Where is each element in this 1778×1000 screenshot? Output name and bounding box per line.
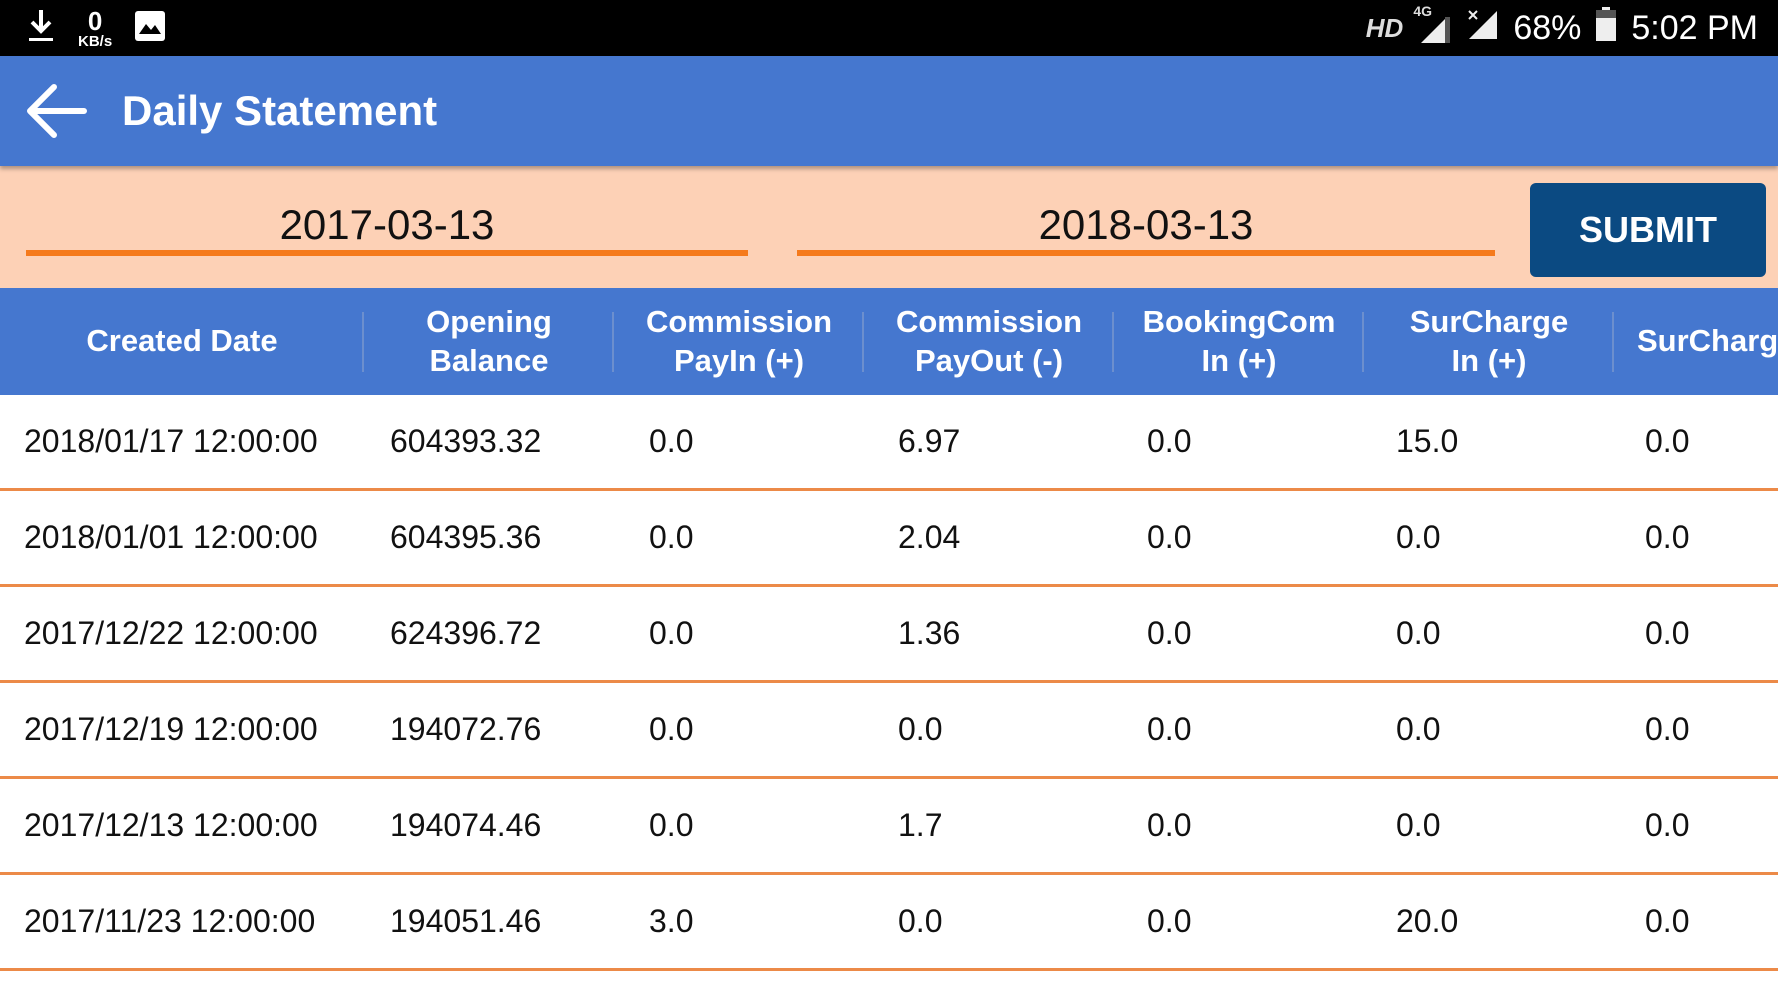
network-type-label: 4G [1413, 3, 1432, 19]
cell-surcharge-out: 0.0 [1645, 423, 1690, 459]
cell-created-date: 2017/12/13 12:00:00 [24, 807, 318, 843]
cell-bookingcom-in: 0.0 [1147, 423, 1192, 459]
header-surcharge-in: SurCharge In (+) [1364, 288, 1614, 395]
arrow-left-icon [24, 84, 88, 145]
cell-commission-payout: 0.0 [898, 711, 943, 747]
signal-no-sim-icon [1465, 7, 1499, 50]
cell-commission-payout: 0.0 [898, 903, 943, 939]
cell-commission-payin: 0.0 [649, 711, 694, 747]
cell-created-date: 2017/12/19 12:00:00 [24, 711, 318, 747]
header-opening-balance: Opening Balance [364, 288, 614, 395]
hd-label: HD [1365, 12, 1404, 43]
cell-commission-payout: 2.04 [898, 519, 961, 555]
cell-surcharge-in: 15.0 [1396, 423, 1459, 459]
network-speed: 0 KB/s [78, 8, 112, 49]
cell-opening-balance: 604393.32 [390, 423, 542, 459]
status-bar: 0 KB/s HD 4G 68% 5:02 PM [0, 0, 1778, 56]
clock-time: 5:02 PM [1631, 8, 1758, 47]
header-commission-payout: Commission PayOut (-) [864, 288, 1114, 395]
signal-4g-icon: 4G [1413, 3, 1451, 45]
cell-commission-payout: 6.97 [898, 423, 961, 459]
cell-commission-payin: 0.0 [649, 519, 694, 555]
header-commission-payin: Commission PayIn (+) [614, 288, 864, 395]
cell-opening-balance: 194074.46 [390, 807, 542, 843]
submit-button[interactable]: SUBMIT [1530, 183, 1766, 277]
table-row[interactable]: 2017/12/19 12:00:00 194072.76 0.0 0.0 0.… [0, 683, 1778, 779]
cell-commission-payin: 0.0 [649, 423, 694, 459]
table-row[interactable]: 2017/11/23 12:00:00 194051.46 3.0 0.0 0.… [0, 875, 1778, 971]
cell-commission-payout: 1.36 [898, 615, 961, 651]
download-icon [26, 8, 56, 49]
cell-surcharge-in: 0.0 [1396, 711, 1441, 747]
cell-bookingcom-in: 0.0 [1147, 615, 1192, 651]
cell-bookingcom-in: 0.0 [1147, 519, 1192, 555]
header-surcharge-out: SurCharge (-) [1636, 323, 1778, 359]
status-bar-right: HD 4G 68% 5:02 PM [1366, 0, 1758, 56]
battery-icon [1595, 6, 1617, 51]
table-header: Created Date Opening Balance Commission … [0, 288, 1778, 395]
table-row[interactable]: 2018/01/01 12:00:00 604395.36 0.0 2.04 0… [0, 491, 1778, 587]
cell-created-date: 2017/12/22 12:00:00 [24, 615, 318, 651]
cell-surcharge-out: 0.0 [1645, 711, 1690, 747]
cell-surcharge-out: 0.0 [1645, 519, 1690, 555]
cell-surcharge-in: 0.0 [1396, 807, 1441, 843]
cell-opening-balance: 194072.76 [390, 711, 542, 747]
back-button[interactable] [24, 81, 88, 141]
to-date-field[interactable]: 2018-03-13 [797, 194, 1495, 256]
table-row[interactable]: 2017/12/13 12:00:00 194074.46 0.0 1.7 0.… [0, 779, 1778, 875]
cell-surcharge-in: 0.0 [1396, 615, 1441, 651]
cell-opening-balance: 624396.72 [390, 615, 542, 651]
cell-surcharge-out: 0.0 [1645, 807, 1690, 843]
cell-created-date: 2017/11/23 12:00:00 [24, 903, 316, 939]
date-filter-bar: 2017-03-13 2018-03-13 SUBMIT [0, 166, 1778, 288]
image-icon [134, 10, 166, 47]
cell-commission-payin: 0.0 [649, 615, 694, 651]
cell-surcharge-out: 0.0 [1645, 903, 1690, 939]
status-bar-left: 0 KB/s [26, 0, 166, 56]
network-speed-value: 0 [87, 5, 103, 36]
network-speed-unit: KB/s [78, 32, 113, 50]
page-title: Daily Statement [122, 87, 438, 134]
statement-table[interactable]: 2018/01/17 12:00:00 604393.32 0.0 6.97 0… [0, 395, 1778, 971]
battery-percent: 68% [1513, 8, 1582, 47]
from-date-field[interactable]: 2017-03-13 [26, 194, 748, 256]
cell-surcharge-in: 0.0 [1396, 519, 1441, 555]
cell-surcharge-in: 20.0 [1396, 903, 1459, 939]
cell-bookingcom-in: 0.0 [1147, 711, 1192, 747]
cell-bookingcom-in: 0.0 [1147, 903, 1192, 939]
table-row[interactable]: 2018/01/17 12:00:00 604393.32 0.0 6.97 0… [0, 395, 1778, 491]
cell-commission-payin: 3.0 [649, 903, 694, 939]
cell-opening-balance: 604395.36 [390, 519, 542, 555]
cell-created-date: 2018/01/17 12:00:00 [24, 423, 318, 459]
cell-bookingcom-in: 0.0 [1147, 807, 1192, 843]
cell-created-date: 2018/01/01 12:00:00 [24, 519, 318, 555]
table-row[interactable]: 2017/12/22 12:00:00 624396.72 0.0 1.36 0… [0, 587, 1778, 683]
cell-surcharge-out: 0.0 [1645, 615, 1690, 651]
app-bar: Daily Statement [0, 56, 1778, 166]
cell-commission-payin: 0.0 [649, 807, 694, 843]
header-created-date: Created Date [0, 288, 364, 395]
cell-commission-payout: 1.7 [898, 807, 943, 843]
header-bookingcom-in: BookingCom In (+) [1114, 288, 1364, 395]
cell-opening-balance: 194051.46 [390, 903, 542, 939]
